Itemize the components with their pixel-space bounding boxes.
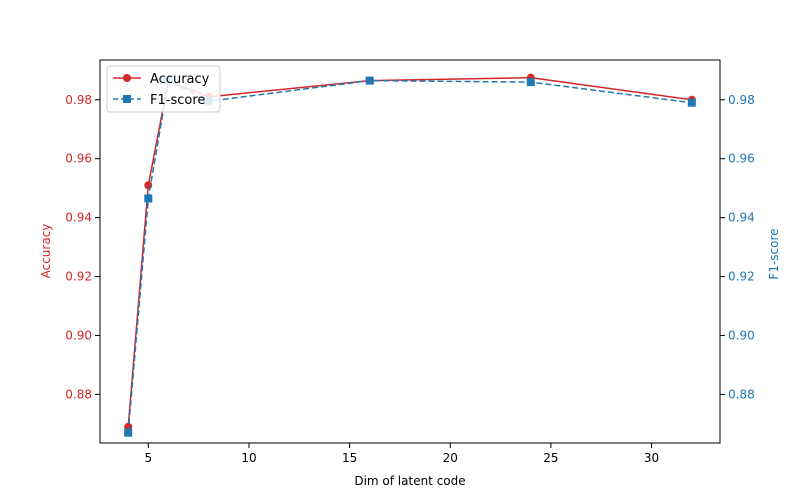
axes (99, 59, 721, 444)
left-y-tick-label: 0.94 (65, 211, 92, 225)
legend-f1-label: F1-score (150, 93, 205, 108)
legend-accuracy-label: Accuracy (150, 72, 210, 87)
legend: Accuracy F1-score (106, 65, 221, 113)
right-y-tick-label: 0.96 (728, 152, 755, 166)
f1-score-data-point (365, 76, 374, 85)
x-tick-label: 5 (144, 451, 152, 465)
left-y-tick-label: 0.90 (65, 328, 92, 342)
left-y-tick-label: 0.96 (65, 152, 92, 166)
right-y-tick-label: 0.98 (728, 93, 755, 107)
x-tick-label: 20 (443, 451, 458, 465)
left-y-axis-ticks: 0.88 0.90 0.92 0.94 0.96 0.98 (65, 93, 100, 401)
x-axis-ticks: 5 10 15 20 25 30 (144, 443, 659, 465)
left-y-axis-label: Accuracy (39, 224, 53, 279)
right-y-tick-label: 0.88 (728, 387, 755, 401)
left-y-tick-label: 0.88 (65, 387, 92, 401)
axes-frame (99, 59, 721, 444)
legend-accuracy-marker (123, 74, 131, 82)
left-y-tick-label: 0.92 (65, 270, 92, 284)
x-tick-label: 30 (644, 451, 659, 465)
x-tick-label: 10 (241, 451, 256, 465)
f1-score-data-point (144, 194, 153, 203)
right-y-tick-label: 0.92 (728, 270, 755, 284)
x-tick-label: 25 (543, 451, 558, 465)
right-y-tick-label: 0.94 (728, 211, 755, 225)
left-y-tick-label: 0.98 (65, 93, 92, 107)
f1-score-data-point (687, 98, 696, 107)
x-tick-label: 15 (342, 451, 357, 465)
legend-f1-marker (123, 95, 131, 103)
right-y-tick-label: 0.90 (728, 328, 755, 342)
f1-score-data-point (124, 428, 133, 437)
x-axis-label: Dim of latent code (354, 474, 465, 488)
f1-score-data-point (526, 78, 535, 87)
right-y-axis-ticks: 0.88 0.90 0.92 0.94 0.96 0.98 (720, 93, 755, 401)
right-y-axis-label: F1-score (767, 228, 781, 279)
